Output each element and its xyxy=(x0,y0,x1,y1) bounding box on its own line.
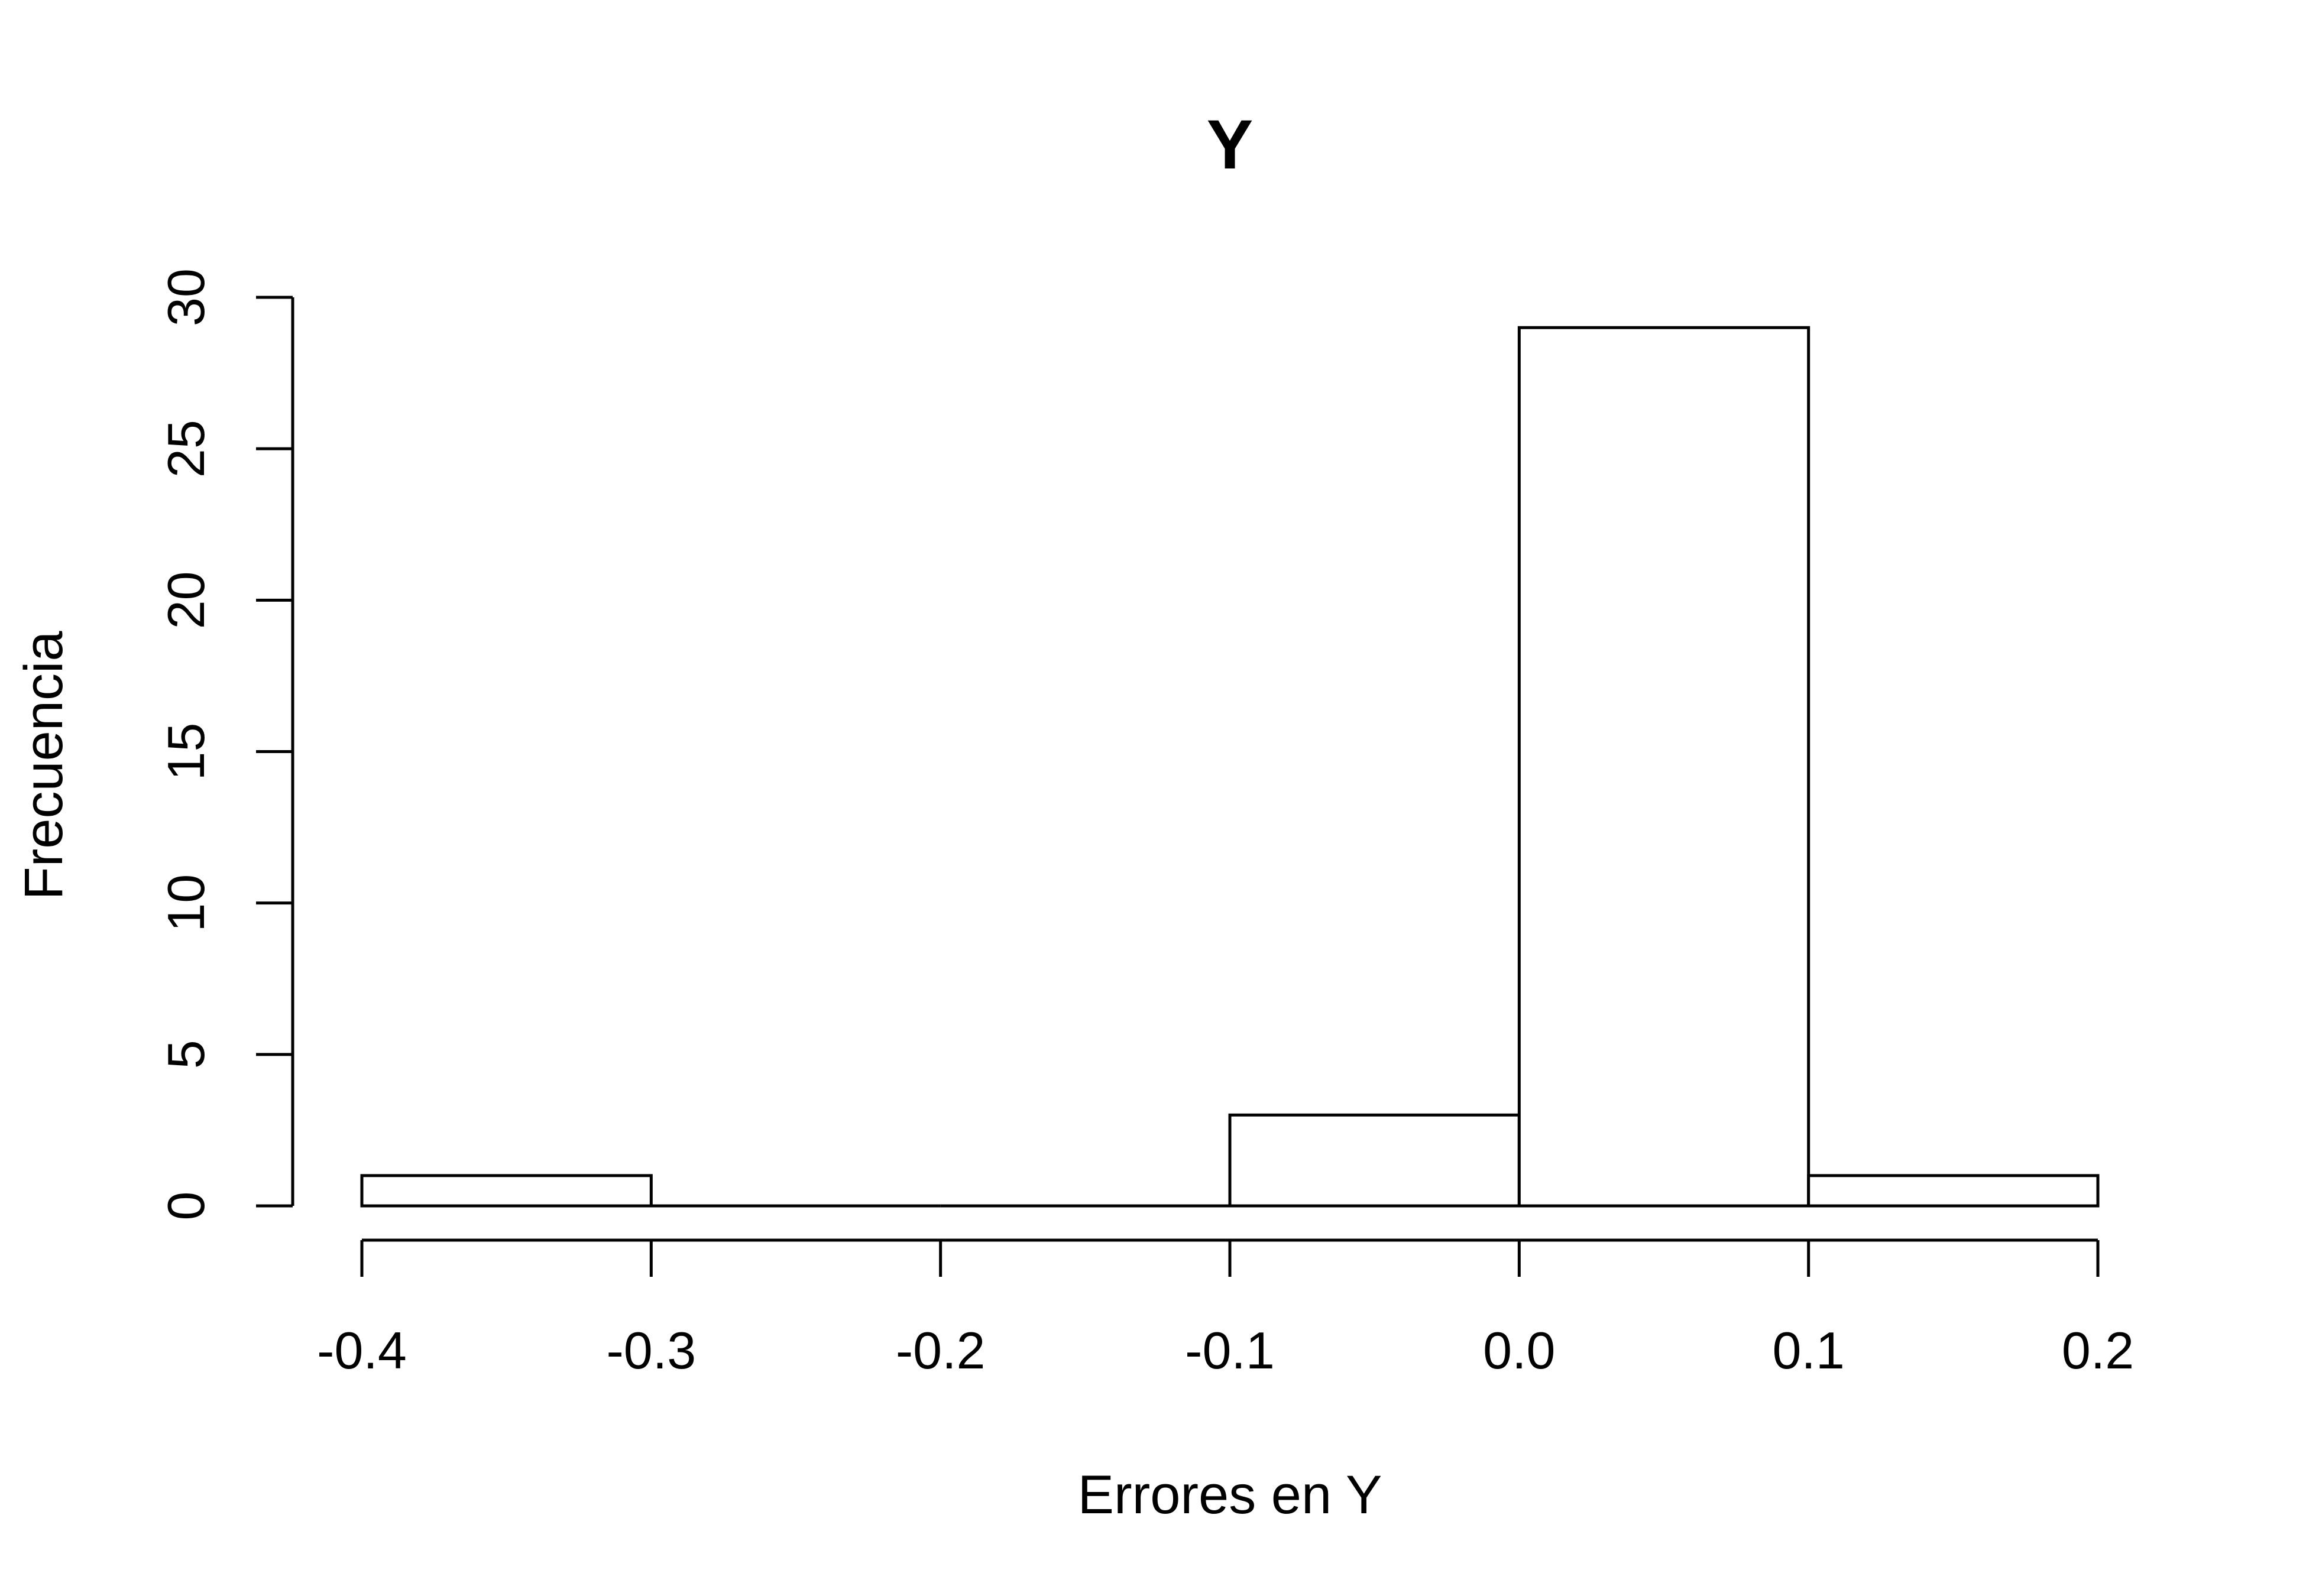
y-tick-label: 5 xyxy=(157,1040,215,1069)
x-tick-label: -0.3 xyxy=(607,1321,697,1380)
y-tick-label: 20 xyxy=(157,571,215,629)
x-axis-title: Errores en Y xyxy=(1078,1465,1382,1525)
x-tick-label: -0.4 xyxy=(317,1321,407,1380)
histogram-bar xyxy=(1517,326,1811,1208)
histogram-bar xyxy=(1228,1113,1521,1208)
x-tick-label: 0.1 xyxy=(1772,1321,1844,1380)
x-tick-label: 0.2 xyxy=(2062,1321,2134,1380)
y-axis-title: Frecuencia xyxy=(14,631,74,900)
x-axis: -0.4 -0.3 -0.2 -0.1 0.0 0.1 0.2 xyxy=(317,1238,2134,1380)
y-axis: 0 5 10 15 20 25 30 xyxy=(157,268,294,1221)
chart-title: Y xyxy=(1207,106,1254,184)
x-tick-label: -0.2 xyxy=(896,1321,986,1380)
x-tick-label: 0.0 xyxy=(1483,1321,1555,1380)
bars-group xyxy=(360,326,2100,1208)
y-tick-label: 30 xyxy=(157,268,215,326)
y-tick-label: 25 xyxy=(157,420,215,478)
y-tick-label: 15 xyxy=(157,723,215,781)
y-tick-label: 10 xyxy=(157,874,215,932)
x-tick-label: -0.1 xyxy=(1185,1321,1275,1380)
histogram-bar xyxy=(1807,1174,2100,1208)
y-tick-label: 0 xyxy=(157,1192,215,1221)
histogram-bar xyxy=(360,1174,653,1208)
